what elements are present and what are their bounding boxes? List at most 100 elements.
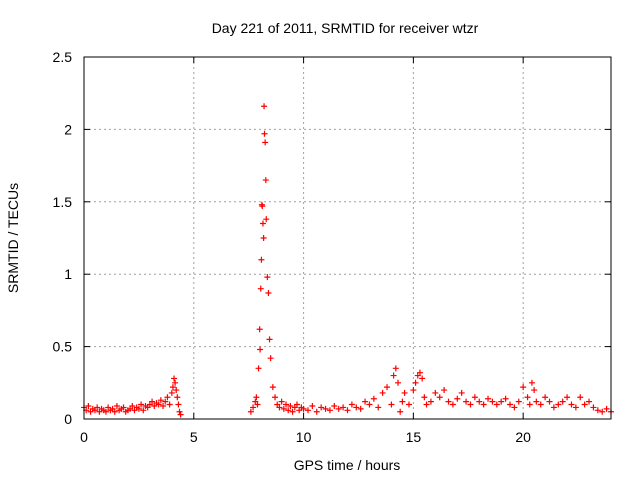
x-tick-label: 20 xyxy=(515,429,531,445)
data-point xyxy=(471,394,478,401)
data-point xyxy=(485,395,492,402)
data-point xyxy=(353,404,360,411)
data-point xyxy=(113,402,120,409)
grid xyxy=(84,57,611,419)
data-point xyxy=(265,290,272,297)
data-point xyxy=(395,379,402,386)
data-point xyxy=(262,139,269,146)
data-point xyxy=(520,384,527,391)
data-point xyxy=(253,394,260,401)
data-point xyxy=(176,408,183,415)
data-point xyxy=(257,285,264,292)
data-point xyxy=(392,365,399,372)
data-point xyxy=(416,369,423,376)
data-point xyxy=(135,405,142,412)
data-point xyxy=(285,407,292,414)
data-point xyxy=(405,401,412,408)
data-point xyxy=(175,401,182,408)
data-point xyxy=(498,398,505,405)
data-point xyxy=(489,398,496,405)
data-point xyxy=(160,402,167,409)
data-points xyxy=(81,103,614,418)
data-point xyxy=(169,384,176,391)
y-tick-label: 0.5 xyxy=(53,339,73,355)
data-point xyxy=(537,401,544,408)
data-point xyxy=(427,398,434,405)
data-point xyxy=(266,336,273,343)
data-point xyxy=(348,401,355,408)
y-tick-label: 2.5 xyxy=(53,49,73,65)
data-point xyxy=(309,402,316,409)
data-point xyxy=(304,407,311,414)
data-point xyxy=(260,235,267,241)
data-point xyxy=(259,203,266,210)
data-point xyxy=(313,408,320,415)
data-point xyxy=(293,401,300,408)
data-point xyxy=(531,387,538,394)
x-tick-label: 5 xyxy=(190,429,198,445)
data-point xyxy=(255,365,262,372)
data-point xyxy=(502,395,509,402)
data-point xyxy=(259,220,266,227)
data-point xyxy=(384,384,391,391)
data-point xyxy=(555,401,562,408)
data-point xyxy=(120,404,127,411)
data-point xyxy=(493,401,500,408)
data-point xyxy=(171,375,178,382)
y-tick-label: 1.5 xyxy=(53,194,73,210)
data-point xyxy=(432,389,439,396)
y-tick-label: 1 xyxy=(64,266,72,282)
data-point xyxy=(322,405,329,412)
data-point xyxy=(257,346,264,353)
y-tick-label: 2 xyxy=(64,121,72,137)
data-point xyxy=(546,398,553,405)
data-point xyxy=(458,389,465,396)
data-point xyxy=(463,398,470,405)
data-point xyxy=(129,402,136,409)
data-point xyxy=(262,177,269,184)
data-point xyxy=(445,398,452,405)
tick-labels: 0 5 10 15 20 0 0.5 1 1.5 2 2.5 xyxy=(53,49,532,445)
data-point xyxy=(412,379,419,386)
data-point xyxy=(256,326,263,333)
data-point xyxy=(590,404,597,411)
data-point xyxy=(533,398,540,405)
data-point xyxy=(272,394,279,401)
data-point xyxy=(269,384,276,391)
y-tick-label: 0 xyxy=(64,411,72,427)
data-point xyxy=(526,401,533,408)
data-point xyxy=(166,401,173,408)
data-point xyxy=(388,401,395,408)
data-point xyxy=(436,394,443,401)
data-point xyxy=(263,216,270,223)
data-point xyxy=(140,407,147,414)
data-point xyxy=(370,395,377,402)
data-point xyxy=(441,387,448,394)
x-axis-label: GPS time / hours xyxy=(294,457,401,473)
data-point xyxy=(572,404,579,411)
data-point xyxy=(390,372,397,379)
data-point xyxy=(366,401,373,408)
data-point xyxy=(250,404,257,411)
data-point xyxy=(564,394,571,401)
data-point xyxy=(511,404,518,411)
x-tick-label: 15 xyxy=(406,429,422,445)
data-point xyxy=(168,389,175,396)
data-point xyxy=(173,387,180,394)
data-point xyxy=(401,389,408,396)
data-point xyxy=(594,407,601,414)
data-point xyxy=(287,402,294,409)
data-point xyxy=(111,408,118,415)
data-point xyxy=(340,404,347,411)
x-tick-label: 10 xyxy=(296,429,312,445)
data-point xyxy=(524,394,531,401)
data-point xyxy=(397,408,404,415)
data-point xyxy=(344,407,351,414)
x-tick-label: 0 xyxy=(80,429,88,445)
data-point xyxy=(172,379,179,386)
data-point xyxy=(254,401,261,408)
data-point xyxy=(454,395,461,402)
data-point xyxy=(267,355,274,362)
data-point xyxy=(289,408,296,415)
